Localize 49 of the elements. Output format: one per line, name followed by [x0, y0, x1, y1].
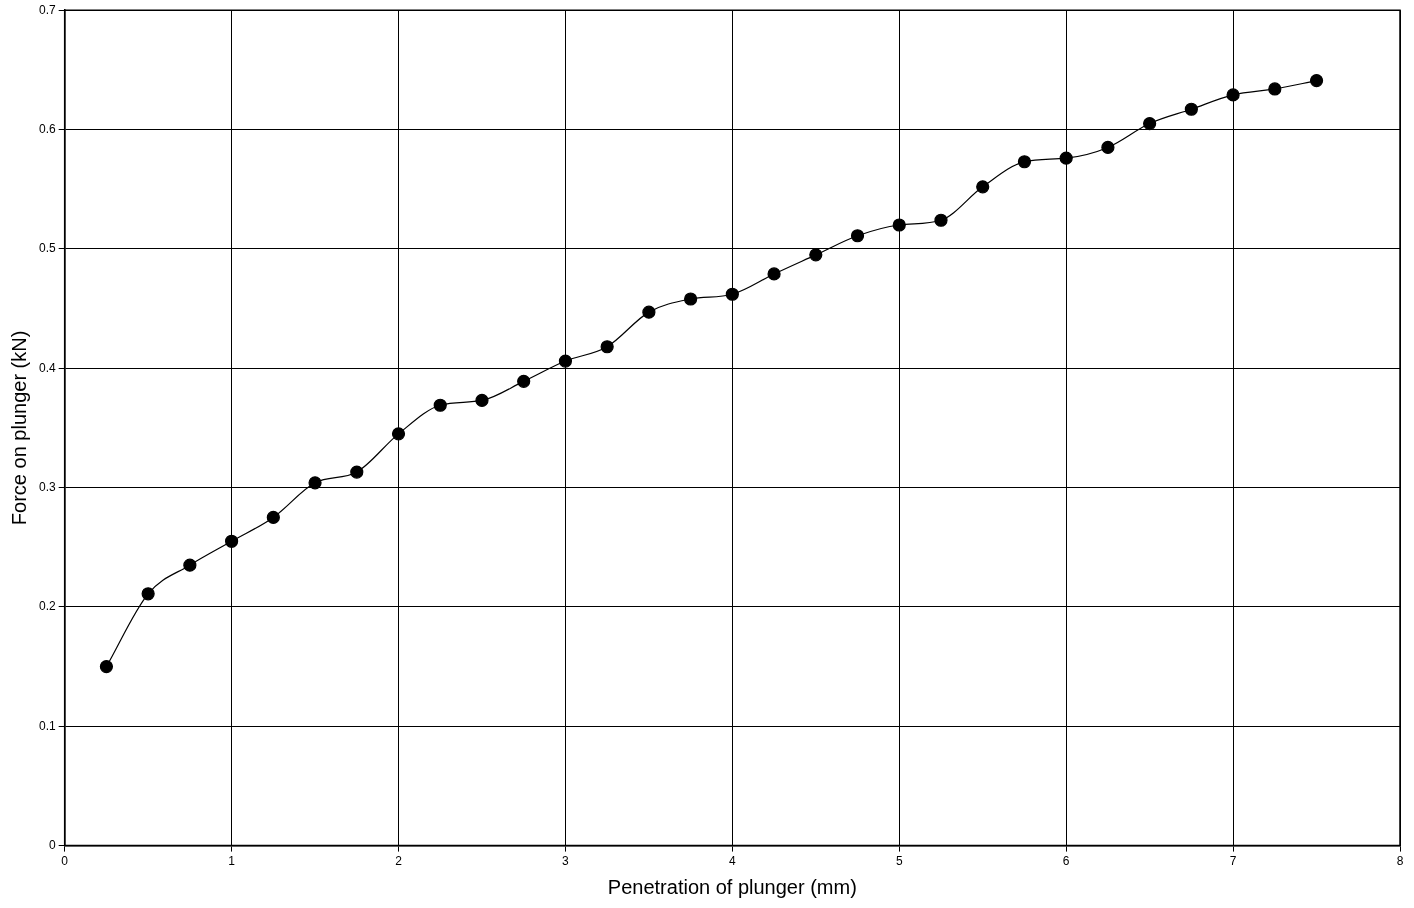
y-axis-title: Force on plunger (kN) — [7, 330, 30, 526]
y-tick-label: 0.3 — [38, 479, 56, 494]
point — [850, 229, 865, 243]
point — [725, 287, 739, 301]
point — [642, 305, 656, 319]
point — [1268, 82, 1282, 96]
y-tick-label: 0.4 — [38, 360, 56, 375]
y-tick-label: 0.2 — [38, 599, 56, 614]
x-tick-label: 6 — [1062, 854, 1070, 869]
point — [558, 354, 573, 368]
point — [99, 659, 114, 674]
point — [1184, 102, 1198, 116]
point — [183, 558, 197, 572]
x-tick-label: 0 — [61, 854, 69, 869]
point — [1017, 155, 1032, 169]
point — [1101, 140, 1115, 155]
point — [433, 398, 447, 412]
x-tick-label: 3 — [562, 854, 570, 869]
point — [1309, 74, 1324, 88]
y-tick-label: 0.6 — [38, 121, 56, 136]
x-tick-label: 1 — [228, 854, 236, 869]
point — [517, 374, 531, 388]
point — [1143, 116, 1157, 131]
point — [892, 218, 906, 232]
point — [809, 248, 823, 262]
point — [391, 427, 406, 441]
point — [475, 393, 489, 408]
x-tick-label: 8 — [1396, 854, 1404, 869]
point — [1059, 151, 1073, 165]
x-tick-label: 5 — [895, 854, 903, 869]
point — [600, 340, 614, 354]
point — [266, 510, 280, 525]
point — [350, 465, 364, 479]
point — [1226, 88, 1240, 102]
y-tick-label: 0 — [48, 837, 56, 852]
x-tick-label: 2 — [395, 854, 403, 869]
point — [767, 267, 781, 281]
y-tick-label: 0.5 — [38, 241, 56, 256]
point — [141, 587, 155, 601]
x-axis-title: Penetration of plunger (mm) — [607, 875, 857, 898]
x-tick-label: 7 — [1229, 854, 1237, 869]
point — [934, 213, 948, 227]
point — [976, 180, 990, 194]
x-tick-label: 4 — [729, 854, 736, 869]
point — [308, 476, 322, 490]
point — [225, 534, 239, 548]
y-tick-label: 0.7 — [38, 2, 56, 17]
y-tick-label: 0.1 — [38, 718, 56, 733]
point — [684, 292, 698, 306]
